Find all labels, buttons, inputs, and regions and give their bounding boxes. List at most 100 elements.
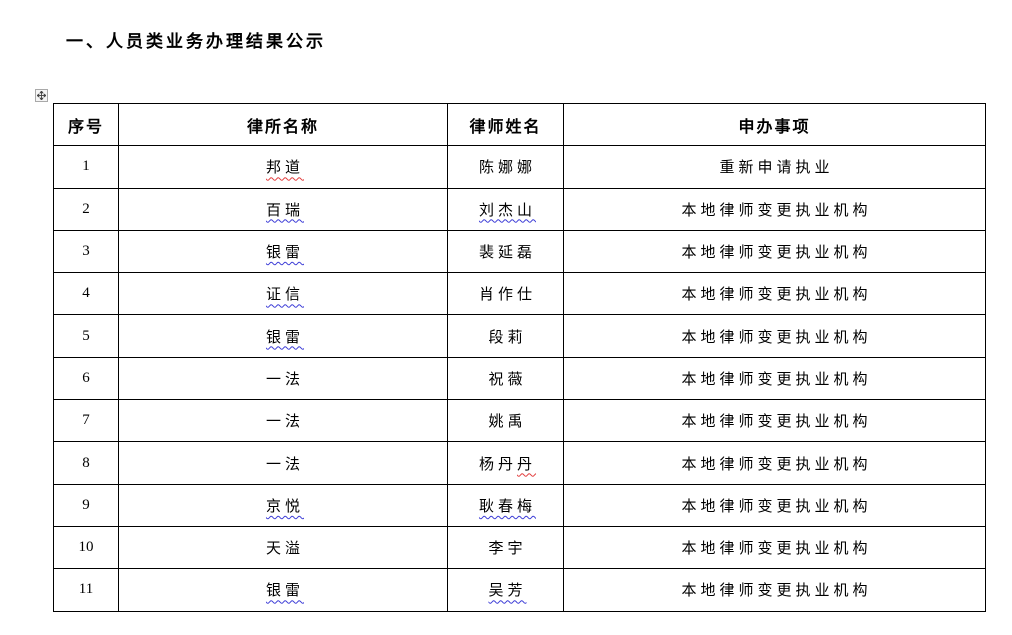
lawyer-name-cell: 肖作仕 (447, 272, 564, 316)
firm-name: 证信 (265, 287, 304, 304)
serial-number-cell: 8 (53, 441, 119, 485)
lawyer-name-cell: 裴延磊 (447, 229, 564, 274)
matter-cell: 本地律师变更执业机构 (563, 441, 986, 485)
document-title: 一、人员类业务办理结果公示 (66, 32, 326, 51)
table-row: 2 百瑞 刘杰山 本地律师变更执业机构 (53, 187, 986, 231)
lawyer-name-cell: 段莉 (447, 314, 564, 358)
table-row: 7 一法 姚禹 本地律师变更执业机构 (53, 399, 986, 443)
table-row: 1 邦道 陈娜娜 重新申请执业 (53, 145, 986, 189)
result-table: 序号 律所名称 律师姓名 申办事项 1 邦道 陈娜娜 重新申请执业 2 百瑞 刘杰山 本地律师… (53, 102, 986, 612)
header-firm-name: 律所名称 (118, 102, 448, 147)
table-row: 10 天溢 李宇 本地律师变更执业机构 (53, 525, 986, 570)
serial-number: 4 (82, 285, 90, 302)
header-serial-number: 序号 (53, 102, 119, 147)
table-move-handle[interactable] (35, 89, 48, 102)
table-row: 5 银雷 段莉 本地律师变更执业机构 (53, 314, 986, 358)
lawyer-name-cell: 李宇 (447, 525, 564, 570)
matter: 本地律师变更执业机构 (681, 329, 872, 346)
lawyer-name: 吴芳 (488, 583, 527, 600)
matter: 本地律师变更执业机构 (681, 245, 872, 262)
serial-number: 6 (82, 369, 90, 386)
matter-cell: 本地律师变更执业机构 (563, 483, 986, 527)
matter: 本地律师变更执业机构 (681, 541, 872, 558)
matter: 本地律师变更执业机构 (681, 202, 872, 219)
firm-name: 银雷 (265, 329, 304, 346)
table-row: 4 证信 肖作仕 本地律师变更执业机构 (53, 272, 986, 316)
firm-name-cell: 证信 (118, 272, 448, 316)
table-row: 8 一法 杨丹丹 本地律师变更执业机构 (53, 441, 986, 485)
lawyer-name-cell: 杨丹丹 (447, 441, 564, 485)
table-header-row: 序号 律所名称 律师姓名 申办事项 (53, 102, 986, 147)
firm-name-cell: 京悦 (118, 483, 448, 527)
serial-number-cell: 3 (53, 229, 119, 274)
lawyer-name: 段莉 (488, 329, 527, 346)
firm-name: 一法 (265, 414, 304, 431)
matter-cell: 重新申请执业 (563, 145, 986, 189)
matter-cell: 本地律师变更执业机构 (563, 525, 986, 570)
firm-name-cell: 一法 (118, 399, 448, 443)
lawyer-name-cell: 姚禹 (447, 399, 564, 443)
serial-number-cell: 2 (53, 187, 119, 231)
firm-name-cell: 银雷 (118, 314, 448, 358)
firm-name-cell: 百瑞 (118, 187, 448, 231)
matter-cell: 本地律师变更执业机构 (563, 314, 986, 358)
matter: 本地律师变更执业机构 (681, 583, 872, 600)
firm-name: 邦道 (265, 160, 304, 177)
serial-number: 1 (82, 158, 90, 175)
matter: 本地律师变更执业机构 (681, 414, 872, 431)
serial-number: 3 (82, 243, 90, 260)
firm-name: 银雷 (265, 583, 304, 600)
firm-name: 百瑞 (265, 202, 304, 219)
serial-number-cell: 11 (53, 568, 119, 612)
serial-number: 8 (82, 454, 90, 471)
serial-number-cell: 10 (53, 525, 119, 570)
lawyer-name-cell: 刘杰山 (447, 187, 564, 231)
lawyer-name: 陈娜娜 (478, 160, 536, 177)
serial-number: 7 (82, 412, 90, 429)
lawyer-name-cell: 吴芳 (447, 568, 564, 612)
matter-cell: 本地律师变更执业机构 (563, 568, 986, 612)
matter-cell: 本地律师变更执业机构 (563, 187, 986, 231)
lawyer-name: 肖作仕 (478, 287, 536, 304)
lawyer-name-cell: 耿春梅 (447, 483, 564, 527)
table-row: 11 银雷 吴芳 本地律师变更执业机构 (53, 568, 986, 612)
lawyer-name: 杨丹丹 (478, 456, 537, 473)
matter: 本地律师变更执业机构 (681, 456, 872, 473)
lawyer-name: 裴延磊 (478, 245, 536, 262)
firm-name-cell: 一法 (118, 356, 448, 401)
header-matter: 申办事项 (563, 102, 986, 147)
matter: 重新申请执业 (719, 160, 834, 177)
header-lawyer-name: 律师姓名 (447, 102, 564, 147)
matter: 本地律师变更执业机构 (681, 498, 872, 515)
serial-number: 9 (82, 496, 90, 513)
lawyer-name: 李宇 (488, 541, 527, 558)
firm-name-cell: 天溢 (118, 525, 448, 570)
serial-number-cell: 9 (53, 483, 119, 527)
matter-cell: 本地律师变更执业机构 (563, 272, 986, 316)
serial-number: 5 (82, 327, 90, 344)
table-row: 3 银雷 裴延磊 本地律师变更执业机构 (53, 229, 986, 274)
firm-name-cell: 邦道 (118, 145, 448, 189)
matter-cell: 本地律师变更执业机构 (563, 356, 986, 401)
firm-name: 一法 (265, 456, 304, 473)
lawyer-name: 祝薇 (488, 371, 527, 388)
lawyer-name: 姚禹 (488, 414, 527, 431)
table-row: 6 一法 祝薇 本地律师变更执业机构 (53, 356, 986, 401)
table-header: 序号 律所名称 律师姓名 申办事项 (53, 102, 986, 147)
matter: 本地律师变更执业机构 (681, 287, 872, 304)
matter-cell: 本地律师变更执业机构 (563, 229, 986, 274)
serial-number: 10 (78, 539, 94, 556)
serial-number-cell: 1 (53, 145, 119, 189)
lawyer-name-flagged: 丹 (517, 456, 537, 473)
matter-cell: 本地律师变更执业机构 (563, 399, 986, 443)
table-body: 1 邦道 陈娜娜 重新申请执业 2 百瑞 刘杰山 本地律师变更执业机构 3 银雷 裴延磊 本地律师变更… (53, 145, 986, 612)
lawyer-name-cell: 祝薇 (447, 356, 564, 401)
firm-name-cell: 一法 (118, 441, 448, 485)
firm-name: 银雷 (265, 245, 304, 262)
serial-number: 11 (78, 581, 94, 598)
lawyer-name: 耿春梅 (478, 498, 536, 515)
lawyer-name: 刘杰山 (478, 202, 536, 219)
firm-name-cell: 银雷 (118, 568, 448, 612)
firm-name: 一法 (265, 371, 304, 388)
